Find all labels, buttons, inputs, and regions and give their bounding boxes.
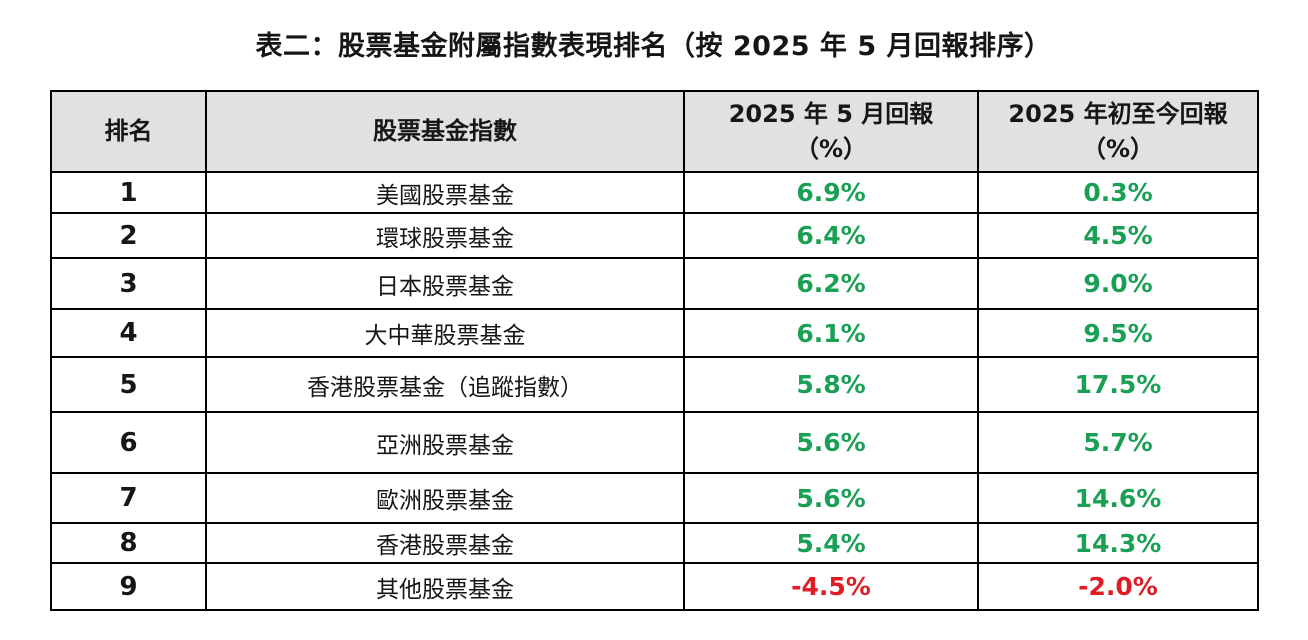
table-row: 9 其他股票基金 -4.5% -2.0%: [50, 562, 1259, 611]
may-return-cell: -4.5%: [683, 562, 979, 611]
header-ytd-return: 2025 年初至今回報 （%）: [977, 90, 1259, 173]
fund-name-cell: 其他股票基金: [205, 562, 685, 611]
may-return-cell: 5.6%: [683, 411, 979, 474]
fund-name-cell: 歐洲股票基金: [205, 472, 685, 524]
table-caption: 表二：股票基金附屬指數表現排名（按 2025 年 5 月回報排序）: [255, 31, 1052, 62]
ytd-return-cell: 4.5%: [977, 212, 1259, 259]
may-return-cell: 5.4%: [683, 522, 979, 564]
rank-cell: 8: [50, 522, 207, 564]
header-rank-label: 排名: [104, 117, 153, 146]
may-return-cell: 5.8%: [683, 356, 979, 413]
rank-cell: 6: [50, 411, 207, 474]
ytd-return-cell: 5.7%: [977, 411, 1259, 474]
may-return-cell: 5.6%: [683, 472, 979, 524]
table-row: 2 環球股票基金 6.4% 4.5%: [50, 212, 1259, 259]
header-fund-index: 股票基金指數: [205, 90, 685, 173]
may-return-cell: 6.9%: [683, 171, 979, 214]
fund-name-cell: 環球股票基金: [205, 212, 685, 259]
table-row: 8 香港股票基金 5.4% 14.3%: [50, 522, 1259, 564]
table-row: 5 香港股票基金（追蹤指數） 5.8% 17.5%: [50, 356, 1259, 413]
ytd-return-cell: 14.3%: [977, 522, 1259, 564]
table-row: 7 歐洲股票基金 5.6% 14.6%: [50, 472, 1259, 524]
header-fund-index-label: 股票基金指數: [373, 117, 517, 146]
ytd-return-cell: 14.6%: [977, 472, 1259, 524]
header-may-return: 2025 年 5 月回報 （%）: [683, 90, 979, 173]
rank-cell: 4: [50, 308, 207, 358]
fund-name-cell: 亞洲股票基金: [205, 411, 685, 474]
rank-cell: 2: [50, 212, 207, 259]
fund-name-cell: 香港股票基金: [205, 522, 685, 564]
ytd-return-cell: -2.0%: [977, 562, 1259, 611]
fund-name-cell: 日本股票基金: [205, 257, 685, 310]
header-may-return-unit: （%）: [794, 134, 868, 163]
table-row: 4 大中華股票基金 6.1% 9.5%: [50, 308, 1259, 358]
ytd-return-cell: 9.5%: [977, 308, 1259, 358]
table-row: 6 亞洲股票基金 5.6% 5.7%: [50, 411, 1259, 474]
rank-cell: 3: [50, 257, 207, 310]
may-return-cell: 6.1%: [683, 308, 979, 358]
table-row: 1 美國股票基金 6.9% 0.3%: [50, 171, 1259, 214]
fund-name-cell: 美國股票基金: [205, 171, 685, 214]
fund-name-cell: 香港股票基金（追蹤指數）: [205, 356, 685, 413]
ytd-return-cell: 9.0%: [977, 257, 1259, 310]
may-return-cell: 6.2%: [683, 257, 979, 310]
header-ytd-return-label: 2025 年初至今回報: [1008, 99, 1228, 128]
rank-cell: 5: [50, 356, 207, 413]
fund-performance-table: 排名 股票基金指數 2025 年 5 月回報 （%） 2025 年初至今回報 （…: [50, 90, 1259, 611]
header-may-return-label: 2025 年 5 月回報: [728, 99, 934, 128]
may-return-cell: 6.4%: [683, 212, 979, 259]
rank-cell: 7: [50, 472, 207, 524]
rank-cell: 1: [50, 171, 207, 214]
header-rank: 排名: [50, 90, 207, 173]
fund-name-cell: 大中華股票基金: [205, 308, 685, 358]
rank-cell: 9: [50, 562, 207, 611]
ytd-return-cell: 17.5%: [977, 356, 1259, 413]
header-row: 排名 股票基金指數 2025 年 5 月回報 （%） 2025 年初至今回報 （…: [50, 90, 1259, 173]
table-row: 3 日本股票基金 6.2% 9.0%: [50, 257, 1259, 310]
header-ytd-return-unit: （%）: [1081, 134, 1155, 163]
ytd-return-cell: 0.3%: [977, 171, 1259, 214]
